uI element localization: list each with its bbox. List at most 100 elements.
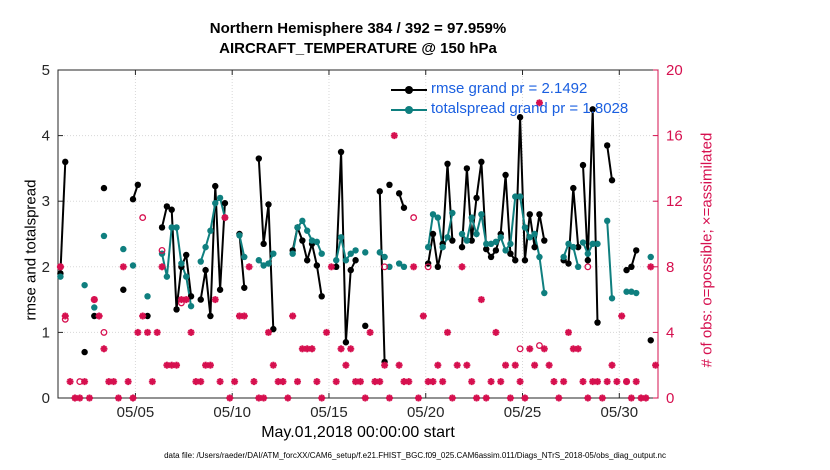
- y-tick-label-left: 2: [42, 259, 50, 276]
- obs-assimilated-point: [269, 361, 277, 369]
- totalspread-line-segment: [427, 212, 454, 251]
- rmse-point: [473, 194, 480, 202]
- rmse-point: [603, 142, 611, 149]
- totalspread-point: [574, 263, 582, 270]
- rmse-point: [594, 319, 601, 326]
- chart-title-line1: Northern Hemisphere 384 / 392 = 97.959%: [209, 20, 507, 37]
- y-tick-label-left: 3: [42, 193, 50, 210]
- rmse-point: [570, 184, 577, 192]
- obs-assimilated-point: [574, 345, 582, 353]
- rmse-point: [144, 312, 151, 320]
- totalspread-point: [424, 243, 432, 251]
- obs-assimilated-point: [226, 394, 234, 402]
- totalspread-point: [483, 240, 490, 248]
- rmse-point: [202, 266, 209, 274]
- obs-assimilated-point: [129, 394, 137, 402]
- rmse-point: [492, 247, 500, 254]
- totalspread-point: [497, 234, 504, 241]
- totalspread-point: [531, 230, 538, 238]
- obs-assimilated-point: [564, 328, 572, 336]
- totalspread-point: [313, 238, 321, 246]
- rmse-line-segment: [582, 109, 599, 323]
- obs-assimilated-point: [144, 328, 152, 336]
- totalspread-point: [197, 258, 204, 265]
- rmse-point: [444, 160, 451, 168]
- obs-assimilated-point: [453, 361, 461, 369]
- obs-assimilated-point: [526, 345, 534, 353]
- rmse-point: [429, 230, 437, 238]
- rmse-point: [337, 148, 345, 156]
- rmse-point: [91, 312, 98, 320]
- obs-assimilated-point: [608, 361, 616, 369]
- rmse-point: [207, 312, 214, 320]
- rmse-point: [541, 237, 548, 244]
- rmse-point: [584, 257, 592, 264]
- rmse-point: [536, 211, 543, 218]
- rmse-point: [303, 257, 311, 264]
- obs-assimilated-point: [516, 378, 524, 386]
- obs-assimilated-point: [560, 378, 568, 386]
- obs-assimilated-point: [284, 394, 292, 402]
- obs-assimilated-point: [618, 312, 626, 320]
- rmse-point: [100, 184, 108, 192]
- obs-assimilated-point: [579, 378, 587, 386]
- obs-assimilated-point: [361, 394, 369, 402]
- obs-assimilated-point: [473, 394, 481, 402]
- obs-assimilated-point: [313, 378, 321, 386]
- obs-assimilated-point: [206, 361, 214, 369]
- y-tick-label-left: 0: [42, 390, 50, 407]
- rmse-point: [362, 322, 369, 330]
- totalspread-point: [308, 237, 316, 244]
- rmse-point: [120, 286, 127, 293]
- obs-assimilated-point: [535, 99, 543, 107]
- obs-assimilated-point: [506, 394, 514, 402]
- obs-assimilated-point: [623, 378, 631, 386]
- totalspread-point: [57, 273, 64, 280]
- y-tick-label-left: 4: [42, 128, 50, 145]
- obs-assimilated-point: [216, 378, 224, 386]
- obs-assimilated-point: [148, 378, 156, 386]
- obs-assimilated-point: [429, 378, 437, 386]
- obs-assimilated-point: [603, 378, 611, 386]
- x-tick-label: 05/15: [310, 404, 348, 421]
- totalspread-point: [216, 194, 224, 202]
- rmse-point: [299, 237, 306, 244]
- totalspread-point: [270, 250, 277, 257]
- totalspread-point: [129, 262, 137, 269]
- rmse-point: [507, 250, 514, 257]
- totalspread-point: [289, 250, 296, 257]
- totalspread-point: [502, 247, 509, 254]
- obs-assimilated-point: [235, 312, 243, 320]
- obs-assimilated-point: [521, 394, 529, 402]
- rmse-point: [516, 114, 524, 121]
- legend-swatch-rmse: [391, 86, 427, 94]
- totalspread-point: [633, 289, 640, 297]
- rmse-point: [623, 266, 630, 274]
- obs-assimilated-point: [594, 378, 602, 386]
- obs-assimilated-point: [405, 378, 413, 386]
- obs-assimilated-point: [81, 378, 89, 386]
- totalspread-point: [337, 234, 345, 241]
- obs-assimilated-point: [240, 312, 248, 320]
- rmse-point: [168, 206, 175, 213]
- totalspread-point: [628, 288, 635, 295]
- obs-assimilated-point: [448, 394, 456, 402]
- obs-assimilated-point: [114, 394, 122, 402]
- totalspread-point: [163, 273, 171, 280]
- rmse-point: [342, 339, 350, 346]
- obs-assimilated-point: [323, 328, 331, 336]
- totalspread-point: [241, 253, 248, 261]
- rmse-point: [173, 306, 180, 313]
- obs-assimilated-point: [492, 328, 500, 336]
- obs-assimilated-point: [497, 378, 505, 386]
- totalspread-point: [202, 243, 209, 251]
- totalspread-point: [362, 249, 369, 256]
- totalspread-point: [565, 240, 572, 248]
- totalspread-point: [173, 224, 180, 231]
- obs-assimilated-point: [584, 394, 592, 402]
- obs-assimilated-point: [531, 361, 539, 369]
- legend-swatch-spread: [391, 106, 427, 114]
- rmse-point: [526, 211, 533, 218]
- rmse-point: [260, 240, 267, 248]
- y-tick-label-right: 12: [666, 193, 683, 210]
